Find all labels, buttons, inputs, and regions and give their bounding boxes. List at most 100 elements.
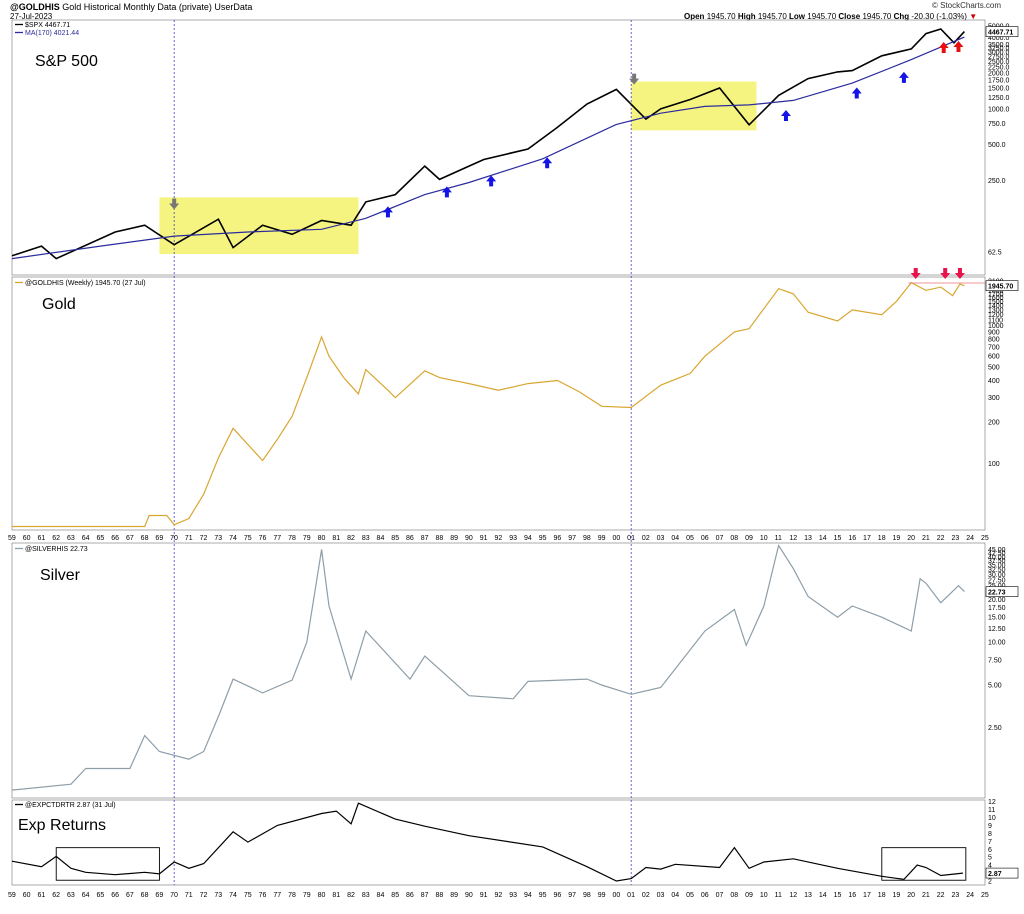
x-tick-mid-25: 83 [362, 535, 370, 542]
x-tick-bottom-67: 25 [981, 892, 989, 899]
x-tick-bottom-28: 86 [406, 892, 414, 899]
y-tick-1-6: 1250.0 [988, 95, 1010, 102]
x-tick-bottom-64: 22 [937, 892, 945, 899]
x-tick-bottom-31: 89 [450, 892, 458, 899]
y-tick-2-17: 1700 [988, 291, 1004, 298]
y-tick-2-10: 1000 [988, 323, 1004, 330]
series-line-silver [11, 543, 965, 791]
y-tick-3-15: 37.50 [988, 558, 1006, 565]
x-tick-mid-45: 03 [657, 535, 665, 542]
x-tick-bottom-3: 61 [37, 892, 45, 899]
panel-frame-3 [11, 542, 986, 799]
high-value: 1945.70 [757, 12, 787, 21]
x-tick-bottom-43: 01 [627, 892, 635, 899]
x-tick-bottom-32: 90 [465, 892, 473, 899]
x-tick-mid-30: 88 [436, 535, 444, 542]
red-arrow-icon-1 [938, 42, 949, 53]
ohlc-readout: Open 1945.70 High 1945.70 Low 1945.70 Cl… [684, 12, 977, 21]
legend-entry-4-1: @EXPCTDRTR 2.87 (31 Jul) [25, 802, 116, 809]
y-tick-1-4: 750.0 [988, 121, 1006, 128]
x-tick-mid-15: 73 [214, 535, 222, 542]
x-tick-bottom-12: 70 [170, 892, 178, 899]
x-tick-mid-65: 23 [952, 535, 960, 542]
y-tick-3-7: 17.50 [988, 605, 1006, 612]
y-tick-1-13: 3000.0 [988, 50, 1010, 57]
last-value-label-3: 22.73 [988, 590, 1006, 597]
low-value: 1945.70 [807, 12, 837, 21]
x-tick-mid-16: 74 [229, 535, 237, 542]
x-tick-mid-19: 77 [273, 535, 281, 542]
x-tick-mid-39: 97 [568, 535, 576, 542]
up-arrow-icon-6 [851, 87, 862, 99]
x-tick-mid-27: 85 [391, 535, 399, 542]
x-tick-bottom-11: 69 [155, 892, 163, 899]
y-tick-3-11: 27.50 [988, 577, 1006, 584]
x-tick-bottom-10: 68 [141, 892, 149, 899]
x-tick-bottom-51: 09 [745, 892, 753, 899]
x-tick-bottom-19: 77 [273, 892, 281, 899]
y-tick-2-1: 100 [988, 461, 1000, 468]
y-tick-2-3: 300 [988, 395, 1000, 402]
low-label: Low [789, 12, 806, 21]
highlight-box-1 [159, 197, 359, 255]
x-tick-mid-20: 78 [288, 535, 296, 542]
x-tick-mid-17: 75 [244, 535, 252, 542]
legend-entry-1-2: MA(170) 4021.44 [25, 30, 79, 37]
x-tick-bottom-15: 73 [214, 892, 222, 899]
x-tick-bottom-58: 16 [848, 892, 856, 899]
x-tick-bottom-21: 79 [303, 892, 311, 899]
x-tick-mid-11: 69 [155, 535, 163, 542]
x-tick-mid-2: 60 [23, 535, 31, 542]
y-tick-3-4: 10.00 [988, 640, 1006, 647]
y-tick-2-15: 1500 [988, 299, 1004, 306]
x-tick-bottom-24: 82 [347, 892, 355, 899]
y-tick-1-8: 1750.0 [988, 78, 1010, 85]
x-tick-mid-9: 67 [126, 535, 134, 542]
x-tick-mid-18: 76 [259, 535, 267, 542]
y-tick-2-9: 900 [988, 329, 1000, 336]
x-tick-bottom-61: 19 [893, 892, 901, 899]
up-arrow-icon-5 [780, 109, 791, 121]
last-value-box-1 [985, 26, 1019, 37]
x-tick-bottom-8: 66 [111, 892, 119, 899]
x-tick-mid-43: 01 [627, 535, 635, 542]
y-tick-3-2: 5.00 [988, 682, 1002, 689]
y-tick-1-9: 2000.0 [988, 71, 1010, 78]
y-tick-2-6: 600 [988, 354, 1000, 361]
x-tick-mid-14: 72 [200, 535, 208, 542]
down-arrow-icon-1 [169, 198, 180, 210]
y-tick-1-7: 1500.0 [988, 85, 1010, 92]
red-arrow-icon-2 [953, 41, 964, 52]
symbol-label: @GOLDHIS [10, 2, 60, 12]
x-tick-mid-63: 21 [922, 535, 930, 542]
x-tick-mid-64: 22 [937, 535, 945, 542]
x-tick-bottom-9: 67 [126, 892, 134, 899]
y-tick-2-5: 500 [988, 365, 1000, 372]
x-tick-bottom-6: 64 [82, 892, 90, 899]
x-tick-mid-57: 15 [834, 535, 842, 542]
x-tick-mid-35: 93 [509, 535, 517, 542]
y-tick-3-8: 20.00 [988, 597, 1006, 604]
panel-frame-4 [11, 799, 986, 886]
legend-entry-1-1: $SPX 4467.71 [25, 22, 70, 29]
x-tick-mid-29: 87 [421, 535, 429, 542]
x-tick-bottom-18: 76 [259, 892, 267, 899]
chg-label: Chg [893, 12, 910, 21]
open-label: Open [684, 12, 705, 21]
x-tick-mid-6: 64 [82, 535, 90, 542]
y-tick-1-16: 4000.0 [988, 35, 1010, 42]
x-tick-bottom-30: 88 [436, 892, 444, 899]
x-tick-bottom-4: 62 [52, 892, 60, 899]
y-tick-1-1: 62.5 [988, 249, 1002, 256]
x-tick-mid-60: 18 [878, 535, 886, 542]
x-tick-mid-31: 89 [450, 535, 458, 542]
x-tick-mid-21: 79 [303, 535, 311, 542]
x-tick-mid-38: 96 [553, 535, 561, 542]
x-tick-bottom-17: 75 [244, 892, 252, 899]
close-value: 1945.70 [862, 12, 892, 21]
x-tick-bottom-60: 18 [878, 892, 886, 899]
x-tick-mid-59: 17 [863, 535, 871, 542]
up-arrow-icon-2 [441, 186, 452, 198]
x-tick-bottom-66: 24 [966, 892, 974, 899]
